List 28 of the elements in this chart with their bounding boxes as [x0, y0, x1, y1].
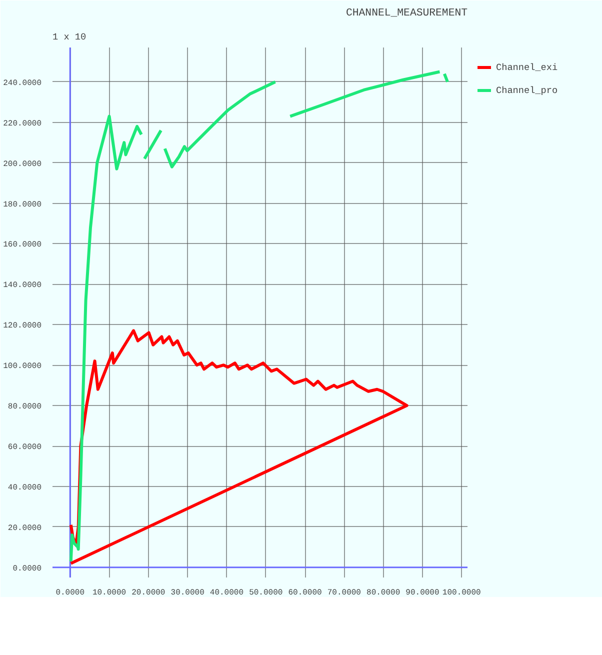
y-tick-label: 80.0000	[8, 402, 42, 412]
x-tick-label: 10.0000	[92, 588, 126, 598]
y-tick-label: 60.0000	[8, 443, 42, 452]
y-tick-label: 200.0000	[3, 160, 42, 169]
y-tick-label: 220.0000	[3, 119, 42, 128]
x-tick-label: 0.0000	[56, 588, 85, 598]
x-tick-label: 40.0000	[210, 588, 244, 598]
x-tick-label: 70.0000	[327, 588, 362, 598]
x-tick-label: 60.0000	[288, 588, 322, 598]
chart-title: CHANNEL_MEASUREMENT	[346, 8, 468, 20]
y-tick-label: 20.0000	[8, 524, 42, 533]
y-tick-label: 180.0000	[3, 200, 42, 210]
legend-label: Channel_pro	[496, 84, 558, 96]
y-tick-label: 40.0000	[8, 483, 42, 492]
x-tick-label: 20.0000	[132, 588, 166, 598]
legend-label: Channel_exi	[496, 62, 558, 72]
y-tick-label: 100.0000	[3, 362, 42, 372]
x-tick-label: 50.0000	[249, 588, 283, 598]
x-tick-label: 90.0000	[406, 588, 440, 598]
x-tick-label: 100.0000	[442, 588, 482, 598]
y-tick-label: 140.0000	[3, 281, 42, 290]
y-tick-label: 160.0000	[3, 240, 42, 250]
x-tick-label: 30.0000	[170, 588, 205, 598]
x-tick-label: 80.0000	[366, 588, 400, 598]
y-tick-label: 120.0000	[3, 322, 42, 331]
y-tick-label: 0.0000	[12, 564, 42, 574]
y-tick-label: 240.0000	[3, 78, 42, 88]
text: 1 x 10	[52, 32, 86, 42]
